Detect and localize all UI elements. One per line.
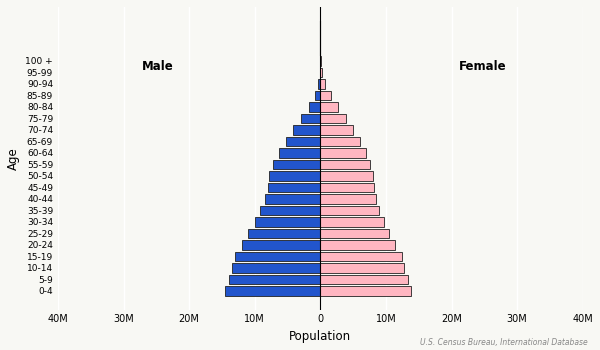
Bar [320,160,370,169]
Bar [320,217,384,227]
Bar [320,79,325,89]
Bar [320,68,322,77]
Bar [320,136,359,146]
Text: Female: Female [459,60,507,73]
Bar [320,240,395,250]
Bar [320,263,404,273]
Bar [320,102,338,112]
Bar [320,91,331,100]
Bar [232,263,320,273]
Y-axis label: Age: Age [7,147,20,170]
X-axis label: Population: Population [289,330,352,343]
Bar [268,183,320,193]
Bar [265,194,320,204]
Bar [320,148,365,158]
Bar [286,136,320,146]
Text: U.S. Census Bureau, International Database: U.S. Census Bureau, International Databa… [420,337,588,346]
Bar [320,125,353,135]
Bar [320,275,407,285]
Bar [229,275,320,285]
Bar [293,125,320,135]
Bar [320,114,346,123]
Bar [320,252,401,261]
Bar [320,194,376,204]
Bar [320,171,373,181]
Bar [320,183,374,193]
Bar [269,171,320,181]
Bar [242,240,320,250]
Bar [235,252,320,261]
Bar [315,91,320,100]
Bar [320,286,411,296]
Bar [320,229,389,238]
Bar [273,160,320,169]
Bar [309,102,320,112]
Bar [248,229,320,238]
Bar [279,148,320,158]
Bar [301,114,320,123]
Bar [255,217,320,227]
Text: Male: Male [142,60,173,73]
Bar [260,205,320,215]
Bar [225,286,320,296]
Bar [318,79,320,89]
Bar [320,205,379,215]
